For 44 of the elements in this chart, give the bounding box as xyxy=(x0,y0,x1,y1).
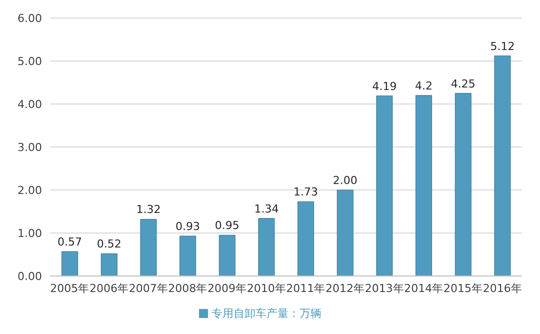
bar xyxy=(180,236,196,276)
x-tick-label: 2016年 xyxy=(482,282,522,295)
x-tick-label: 2008年 xyxy=(168,282,208,295)
y-tick-label: 4.00 xyxy=(18,98,42,111)
x-tick-label: 2009年 xyxy=(208,282,246,295)
x-tick-label: 2015年 xyxy=(444,282,482,295)
bar xyxy=(100,253,118,276)
x-tick-label: 2006年 xyxy=(90,282,128,295)
x-tick-label: 2011年 xyxy=(286,282,326,295)
bar xyxy=(62,251,78,276)
data-label: 4.25 xyxy=(450,77,476,90)
data-label: 5.12 xyxy=(490,40,515,53)
y-tick-label: 6.00 xyxy=(18,12,42,25)
x-tick-label: 2012年 xyxy=(326,282,364,295)
y-tick-label: 0.00 xyxy=(18,270,42,283)
data-label: 4.19 xyxy=(372,80,397,93)
bar xyxy=(218,234,236,276)
x-tick-label: 2014年 xyxy=(404,282,444,295)
data-label: 1.32 xyxy=(136,203,161,216)
x-tick-label: 2013年 xyxy=(364,282,404,295)
x-tick-label: 2005年 xyxy=(50,282,90,295)
data-label: 1.34 xyxy=(254,202,279,216)
bar xyxy=(494,56,511,276)
y-tick-label: 5.00 xyxy=(18,54,42,68)
bar xyxy=(336,190,354,276)
data-label: 0.52 xyxy=(96,238,122,251)
bar xyxy=(140,218,157,276)
bar xyxy=(258,218,275,276)
bar xyxy=(298,201,314,276)
bar xyxy=(376,96,393,276)
data-label: 0.95 xyxy=(214,219,240,232)
data-label: 0.93 xyxy=(176,220,200,234)
y-tick-label: 3.00 xyxy=(18,140,42,154)
legend-label: 专用自卸车产量：万辆 xyxy=(212,307,322,320)
bar xyxy=(416,95,432,276)
y-tick-label: 2.00 xyxy=(18,184,42,197)
bar xyxy=(454,93,472,276)
x-tick-label: 2010年 xyxy=(246,282,286,295)
data-label: 1.73 xyxy=(294,186,318,199)
data-label: 0.57 xyxy=(58,235,82,248)
data-label: 2.00 xyxy=(332,174,358,187)
data-label: 4.2 xyxy=(415,79,433,92)
x-tick-label: 2007年 xyxy=(128,282,168,295)
y-tick-label: 1.00 xyxy=(18,226,42,240)
